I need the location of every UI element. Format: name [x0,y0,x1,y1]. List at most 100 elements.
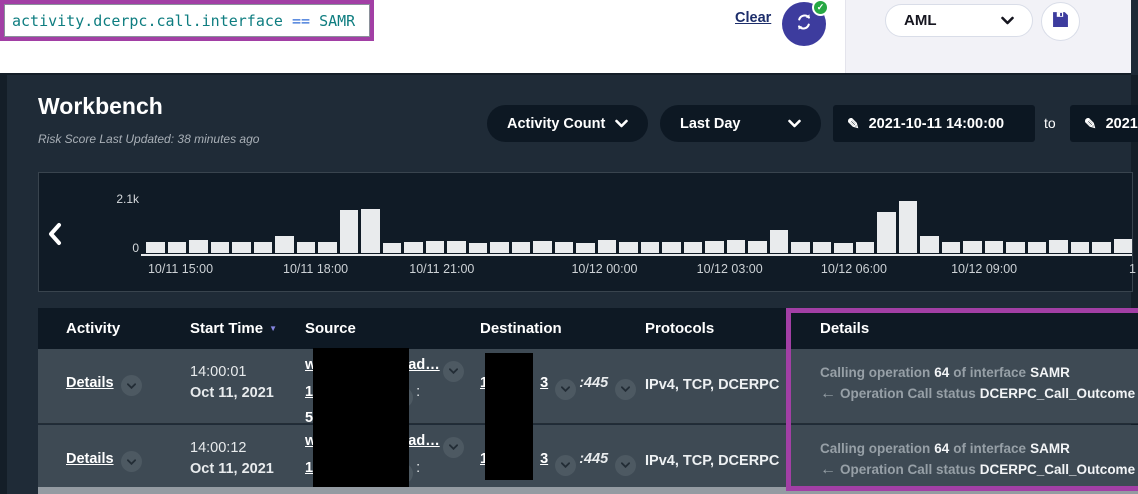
chart-bar[interactable] [296,242,315,253]
chart-bar[interactable] [275,236,294,253]
chart-bar[interactable] [490,242,509,253]
source-device-link[interactable]: ad… [408,433,440,449]
chevron-down-icon[interactable] [615,378,637,400]
chevron-down-icon[interactable] [615,454,637,476]
chart-bar[interactable] [662,242,681,253]
destination-ip-link[interactable]: 3 [540,451,549,467]
chart-bars [146,197,1132,253]
chart-bar[interactable] [339,210,358,253]
chart-bar[interactable] [877,212,896,253]
query-field-token: activity.dcerpc.call.interface [12,11,283,30]
source-ip-link[interactable]: 1 [305,459,314,476]
chart-bar[interactable] [855,242,874,253]
chart-bar[interactable] [920,236,939,253]
chart-bar[interactable] [619,242,638,253]
query-value-token: SAMR [319,11,356,30]
chart-bar[interactable] [146,242,165,253]
column-header-activity[interactable]: Activity [66,320,121,337]
chart-bar[interactable] [468,243,487,253]
chart-bar[interactable] [232,242,251,253]
table-row: Details 14:00:01 Oct 11, 2021 w ad… 1: 5 … [38,349,1138,424]
saved-query-dropdown[interactable]: AML [885,4,1033,37]
chart-bar[interactable] [189,240,208,253]
chart-bar[interactable] [361,209,380,253]
chart-bar[interactable] [1092,242,1111,253]
sort-desc-icon: ▼ [269,324,278,333]
chart-bar[interactable] [382,243,401,253]
column-header-start-time[interactable]: Start Time ▼ [180,320,295,337]
time-from-value: 2021-10-11 14:00:00 [868,115,1005,132]
metric-dropdown[interactable]: Activity Count [487,105,648,142]
chart-bar[interactable] [425,241,444,253]
chart-bar[interactable] [1070,242,1089,253]
chevron-down-icon[interactable] [120,375,142,396]
chart-bar[interactable] [318,242,337,253]
pan-left-button[interactable] [47,221,73,251]
chevron-down-icon[interactable] [442,360,464,382]
query-highlight-box: activity.dcerpc.call.interface == SAMR [0,0,374,41]
chart-bar[interactable] [791,242,810,253]
save-button[interactable] [1041,2,1080,41]
horizontal-scrollbar[interactable] [38,487,1138,494]
chart-bar[interactable] [404,242,423,253]
chart-bar[interactable] [447,241,466,253]
column-header-details[interactable]: Details [820,320,870,337]
chart-bar[interactable] [812,242,831,253]
chart-bar[interactable] [640,242,659,253]
chart-bar[interactable] [576,243,595,253]
chevron-down-icon[interactable] [555,454,577,476]
row-details-link[interactable]: Details [66,451,114,467]
x-axis-tick-label: 1 [1129,262,1136,276]
source-device-link[interactable]: w [305,357,317,373]
source-device-link[interactable]: ad… [408,357,440,373]
protocols-cell: IPv4, TCP, DCERPC [645,377,780,393]
chart-bar[interactable] [963,241,982,253]
chart-bar[interactable] [984,241,1003,253]
chart-bar[interactable] [253,242,272,253]
chart-bar[interactable] [1027,242,1046,253]
chart-bar[interactable] [683,242,702,253]
chart-bar[interactable] [834,243,853,253]
metric-dropdown-label: Activity Count [507,115,606,132]
query-input[interactable]: activity.dcerpc.call.interface == SAMR [4,4,370,37]
source-port-colon: : [416,459,421,476]
pencil-icon: ✎ [1084,115,1097,133]
chart-bar[interactable] [533,241,552,253]
source-ip-link[interactable]: 1 [305,383,314,400]
chart-bar[interactable] [511,242,530,253]
source-port-colon: : [416,383,421,400]
chart-bar[interactable] [1006,242,1025,253]
time-range-dropdown[interactable]: Last Day [660,105,821,142]
arrow-left-icon: ← [820,461,836,478]
time-from-field[interactable]: ✎ 2021-10-11 14:00:00 [833,105,1035,142]
details-text: of interface [953,365,1027,380]
chart-bar[interactable] [210,242,229,253]
table-header: Activity Start Time ▼ Source Destination … [38,308,1138,349]
source-port-link[interactable]: 5 [305,410,314,424]
chevron-down-icon[interactable] [120,451,142,472]
destination-ip-link[interactable]: 1 [480,375,488,391]
chart-bar[interactable] [898,201,917,253]
source-device-link[interactable]: w [305,433,317,449]
chart-bar[interactable] [941,242,960,253]
chart-bar[interactable] [1113,239,1132,253]
chart-bar[interactable] [554,242,573,253]
chart-bar[interactable] [726,240,745,253]
column-header-destination[interactable]: Destination [480,320,562,337]
chart-bar[interactable] [597,240,616,253]
destination-ip-link[interactable]: 1 [480,451,488,467]
row-details-link[interactable]: Details [66,375,114,391]
chart-bar[interactable] [167,242,186,253]
chart-bar[interactable] [748,241,767,253]
chart-bar[interactable] [1049,240,1068,253]
chevron-down-icon[interactable] [442,436,464,458]
refresh-button[interactable]: ✓ [782,0,829,46]
chart-bar[interactable] [769,230,788,253]
time-until-field[interactable]: ✎ 2021- [1070,105,1138,142]
column-header-protocols[interactable]: Protocols [645,320,715,337]
chevron-down-icon[interactable] [555,378,577,400]
column-header-source[interactable]: Source [305,320,356,337]
clear-link[interactable]: Clear [735,10,772,26]
chart-bar[interactable] [705,241,724,253]
destination-ip-link[interactable]: 3 [540,375,549,391]
